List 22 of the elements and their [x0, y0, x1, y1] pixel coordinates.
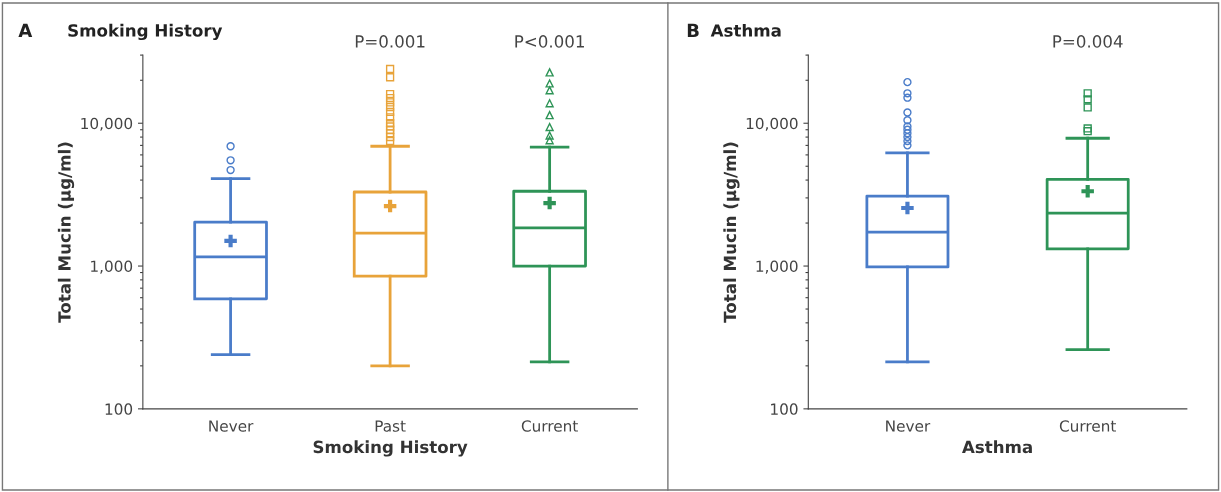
y-tick-label: 100 [771, 403, 798, 415]
x-axis-title: Asthma [962, 440, 1032, 454]
x-tick-label: Current [1059, 420, 1116, 432]
y-tick-label: 10,000 [81, 117, 133, 131]
x-tick-label: Current [521, 420, 578, 432]
y-tick-label: 10,000 [746, 117, 798, 131]
chart-title: Asthma [710, 23, 781, 37]
y-tick-label: 1,000 [756, 260, 798, 274]
x-axis-title: Smoking History [313, 440, 468, 457]
text: P<0.001 [515, 35, 584, 48]
x-tick-label: Never [886, 420, 931, 432]
y-tick-label: 1,000 [91, 260, 133, 274]
y-tick-label: 100 [105, 403, 133, 415]
y-axis-title: Total Mucin (μg/ml) [57, 142, 75, 323]
x-tick-label: Past [375, 420, 406, 432]
text: P=0.004 [1053, 35, 1123, 48]
y-axis-title: Total Mucin (μg/ml) [723, 142, 740, 323]
text: P=0.001 [355, 35, 425, 48]
text: B [687, 23, 699, 37]
x-tick-label: Never [209, 420, 254, 432]
text: A [18, 23, 33, 37]
chart-title: Smoking History [68, 23, 223, 41]
